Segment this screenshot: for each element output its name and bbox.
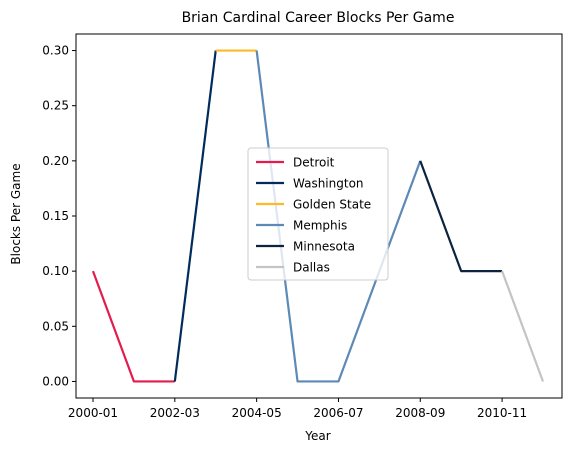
x-tick-label: 2000-01 [68, 406, 118, 420]
y-tick-label: 0.05 [42, 319, 69, 333]
y-tick-label: 0.30 [42, 44, 69, 58]
series-line-detroit [91, 270, 175, 383]
series-line-minnesota [419, 160, 503, 273]
y-tick-label: 0.20 [42, 154, 69, 168]
x-tick-label: 2006-07 [313, 406, 363, 420]
series-line-dallas [501, 270, 545, 382]
x-tick-label: 2004-05 [232, 406, 282, 420]
x-tick-label: 2002-03 [150, 406, 200, 420]
y-tick-label: 0.00 [42, 374, 69, 388]
y-tick-label: 0.25 [42, 99, 69, 113]
chart-title: Brian Cardinal Career Blocks Per Game [182, 10, 455, 26]
legend-label: Minnesota [293, 240, 355, 254]
legend-label: Washington [293, 177, 364, 191]
legend-label: Dallas [293, 261, 330, 275]
x-axis-label: Year [304, 429, 330, 443]
series-line-washington [173, 50, 217, 382]
x-tick-label: 2008-09 [395, 406, 445, 420]
legend-label: Golden State [293, 198, 371, 212]
legend-label: Detroit [293, 156, 335, 170]
y-tick-label: 0.10 [42, 264, 69, 278]
axes: 0.00 0.05 0.10 0.15 0.20 0.25 0.30 2000-01 2002-… [42, 33, 563, 420]
legend-label: Memphis [293, 219, 347, 233]
legend: Detroit Washington Golden State Memphis Minn… [247, 147, 389, 281]
y-axis-label: Blocks Per Game [9, 163, 23, 264]
x-tick-label: 2010-11 [477, 406, 527, 420]
y-tick-label: 0.15 [42, 209, 69, 223]
